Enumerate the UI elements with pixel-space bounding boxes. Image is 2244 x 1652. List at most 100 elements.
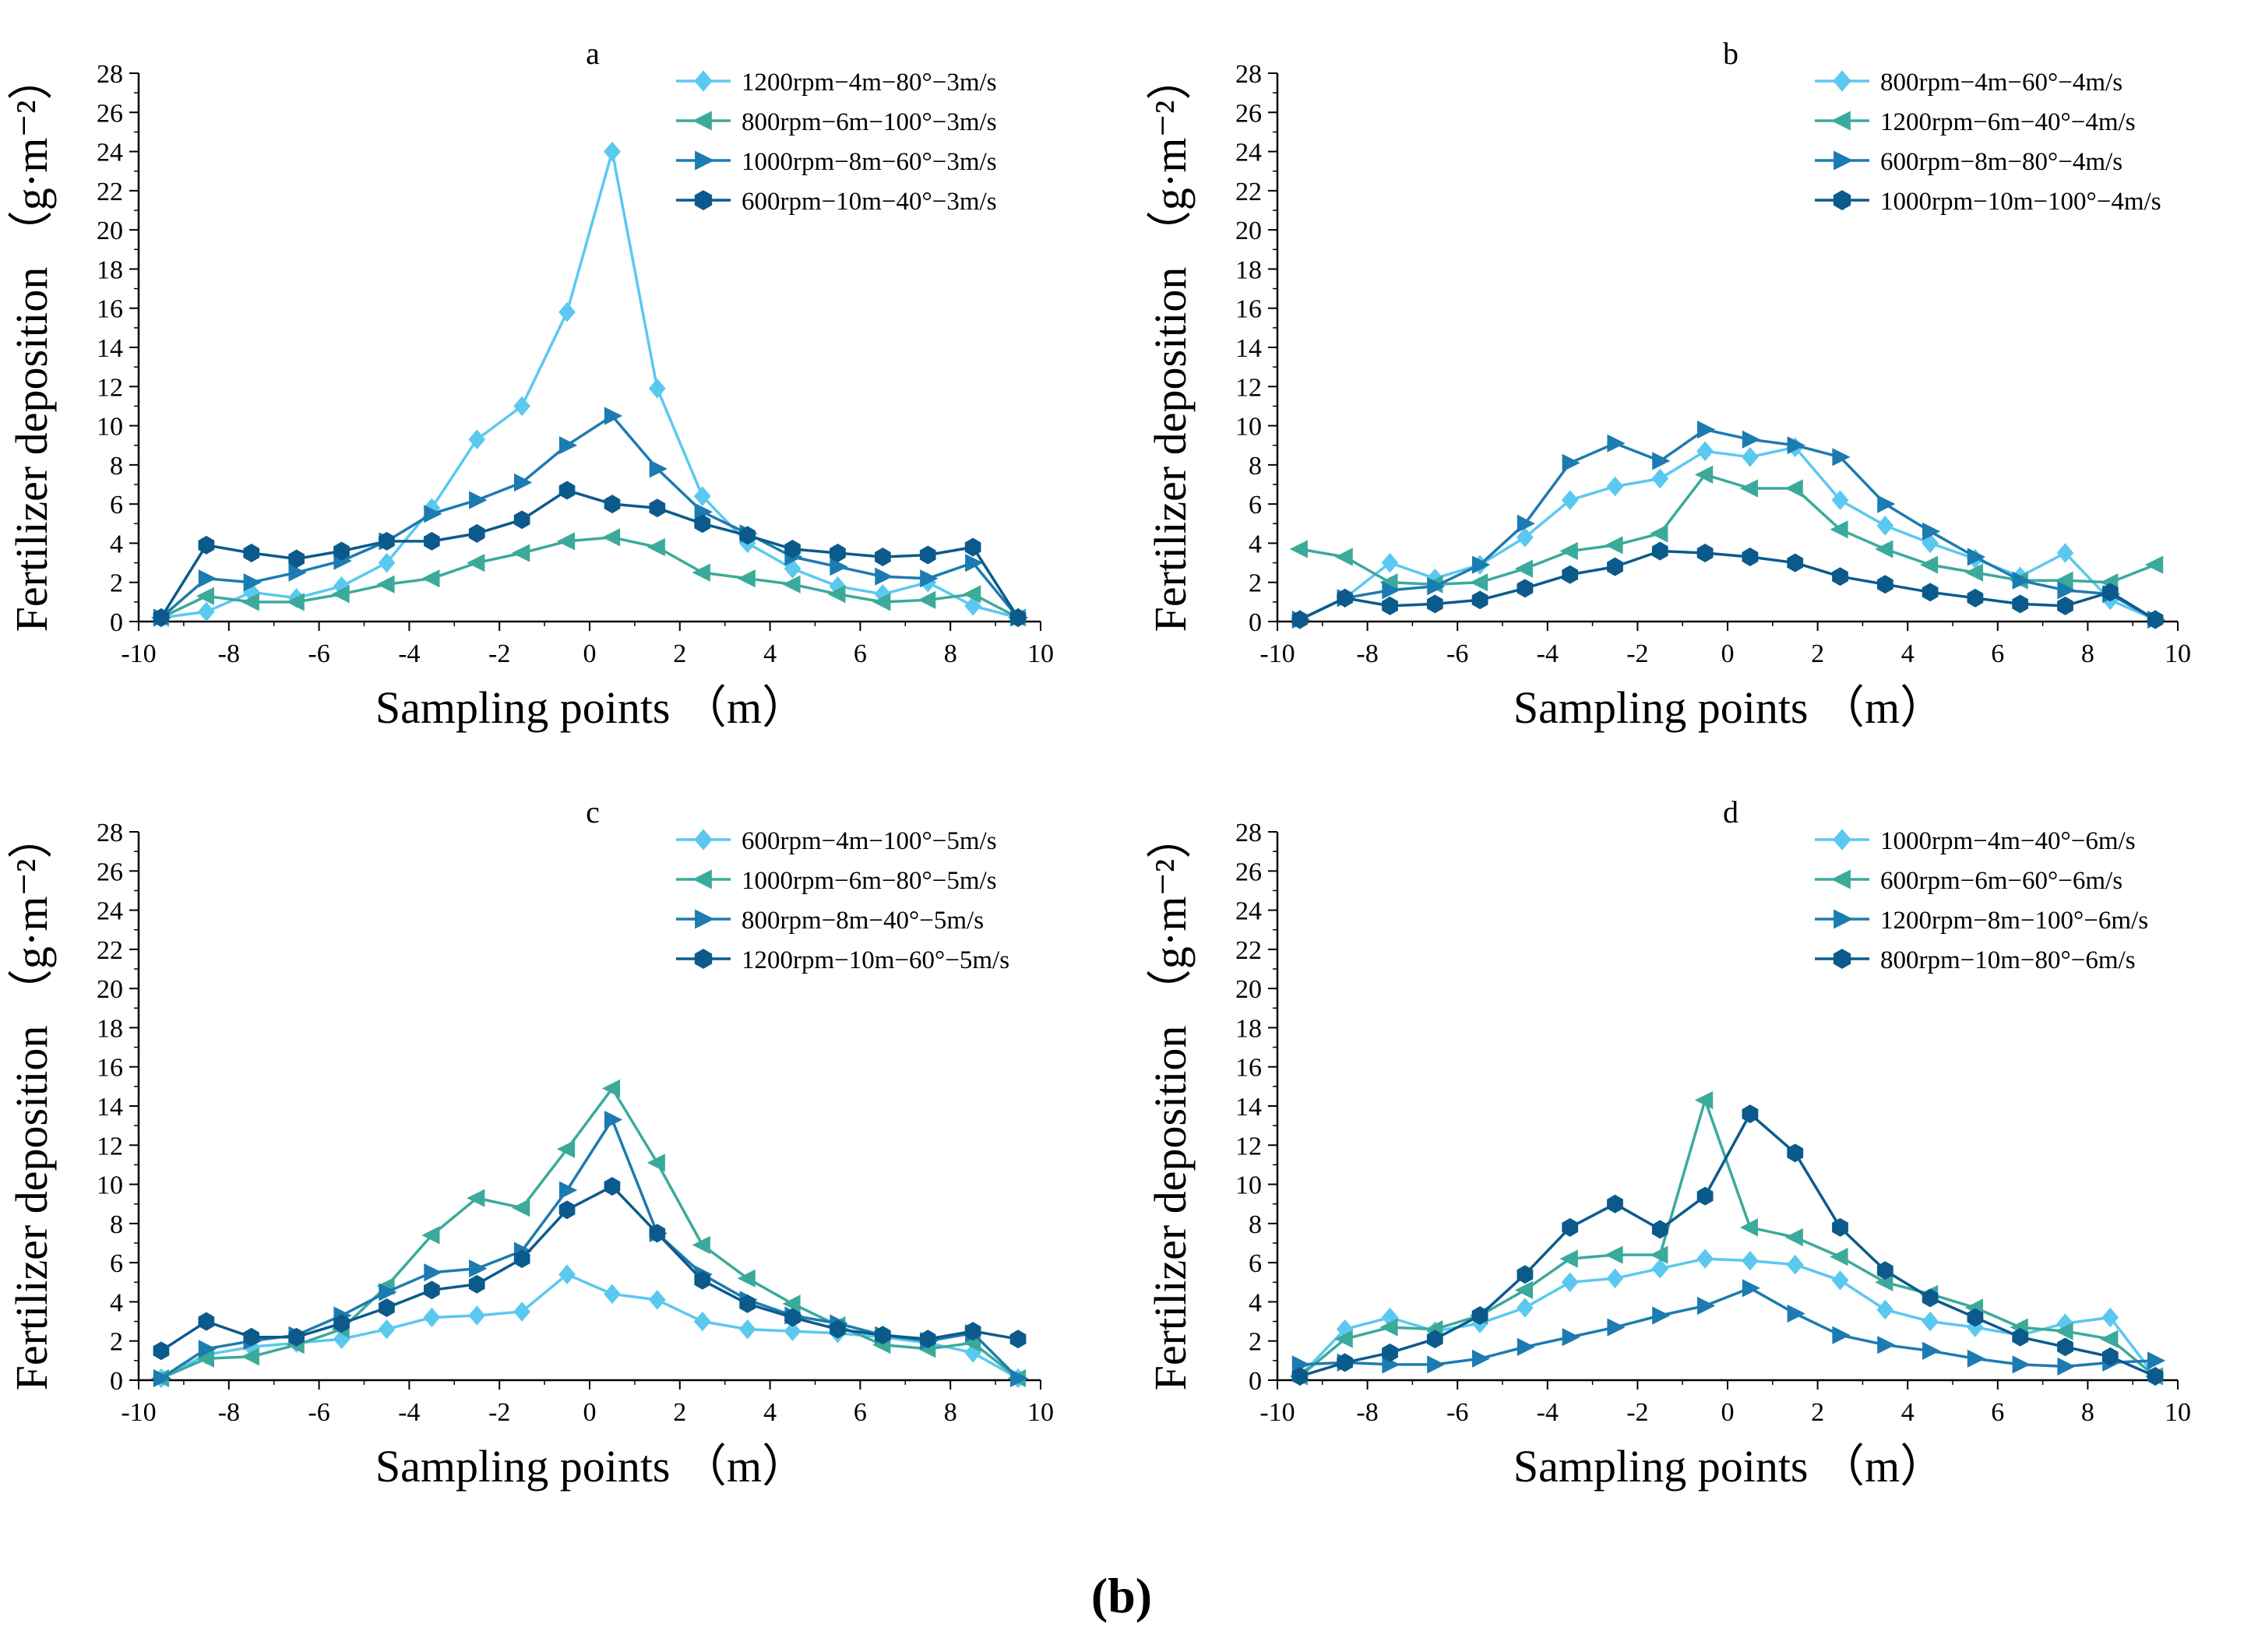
- data-point: [1382, 596, 1398, 615]
- y-tick-label: 2: [1249, 569, 1262, 598]
- legend-item: 1000rpm−8m−60°−3m/s: [676, 148, 997, 176]
- y-tick-label: 8: [110, 1210, 123, 1239]
- data-point: [1876, 516, 1894, 536]
- x-tick-label: -10: [121, 639, 156, 668]
- y-tick-label: 28: [97, 819, 123, 847]
- data-point: [1832, 1217, 1848, 1237]
- data-point: [1832, 448, 1851, 467]
- data-point: [2101, 583, 2119, 602]
- data-point: [964, 537, 981, 557]
- figure-label-close: ): [1136, 1568, 1152, 1623]
- data-point: [1742, 548, 1759, 566]
- x-tick-label: 10: [2165, 1398, 2191, 1427]
- y-tick-label: 22: [97, 936, 123, 965]
- data-point: [827, 585, 846, 604]
- data-point: [1607, 557, 1623, 576]
- data-point: [1514, 1280, 1533, 1299]
- y-tick-label: 8: [1249, 1210, 1262, 1239]
- x-tick-label: 0: [1721, 1398, 1735, 1427]
- data-point: [1650, 1245, 1668, 1264]
- data-point: [556, 532, 576, 551]
- data-point: [558, 301, 576, 322]
- data-point: [1876, 575, 1893, 594]
- data-point: [1382, 581, 1400, 600]
- data-point: [784, 540, 801, 558]
- y-tick-label: 22: [1235, 936, 1262, 965]
- data-point: [468, 429, 486, 449]
- data-point: [1784, 479, 1803, 498]
- data-point: [1696, 1249, 1714, 1269]
- data-point: [511, 1199, 530, 1217]
- y-tick-label: 22: [1235, 178, 1262, 206]
- data-point: [379, 1298, 395, 1317]
- legend-label: 800rpm−8m−40°−5m/s: [742, 907, 984, 935]
- data-point: [421, 569, 440, 588]
- data-point: [830, 1319, 846, 1339]
- legend-swatch-marker: [692, 111, 712, 131]
- legend-label: 600rpm−10m−40°−3m/s: [742, 188, 997, 216]
- data-point: [1964, 563, 1983, 582]
- data-point: [243, 544, 260, 562]
- x-tick-label: 6: [1991, 639, 2004, 668]
- data-point: [288, 563, 307, 582]
- data-point: [2012, 1355, 2031, 1374]
- series-2: [150, 528, 1027, 627]
- y-tick-label: 24: [97, 139, 123, 167]
- x-tick-label: -10: [121, 1398, 156, 1427]
- data-point: [604, 141, 621, 162]
- data-point: [919, 1330, 936, 1349]
- data-point: [648, 1290, 666, 1310]
- data-point: [198, 535, 215, 555]
- data-point: [1832, 567, 1848, 586]
- data-point: [1786, 1254, 1804, 1275]
- legend-label: 800rpm−6m−100°−3m/s: [742, 108, 997, 136]
- x-tick-label: -8: [1356, 1398, 1378, 1427]
- data-point: [2147, 610, 2164, 629]
- y-tick-label: 18: [97, 1014, 123, 1043]
- data-point: [2012, 1327, 2029, 1347]
- legend-item: 800rpm−4m−60°−4m/s: [1815, 69, 2122, 97]
- data-point: [1875, 540, 1893, 558]
- y-tick-label: 26: [1235, 99, 1262, 128]
- x-tick-label: 4: [1901, 639, 1915, 668]
- legend-swatch-marker: [695, 909, 715, 929]
- y-tick-label: 6: [110, 1249, 123, 1278]
- data-point: [692, 1235, 710, 1255]
- data-point: [1967, 1308, 1984, 1327]
- data-point: [737, 1269, 756, 1287]
- data-point: [1784, 1228, 1803, 1247]
- data-point: [2057, 1357, 2076, 1376]
- data-point: [1337, 588, 1354, 608]
- data-point: [1514, 559, 1533, 578]
- data-point: [514, 473, 533, 492]
- data-point: [1562, 1328, 1580, 1347]
- x-tick-label: 2: [1811, 1398, 1824, 1427]
- legend-swatch-marker: [1833, 190, 1851, 210]
- y-tick-label: 6: [1249, 1249, 1262, 1278]
- data-point: [1561, 1272, 1579, 1293]
- y-axis-label: Fertilizer deposition （g·m⁻²）: [6, 55, 57, 632]
- data-point: [1922, 1311, 1939, 1332]
- data-point: [1605, 1245, 1623, 1264]
- data-point: [1472, 555, 1491, 574]
- data-point: [1694, 1090, 1714, 1110]
- data-point: [1606, 476, 1624, 497]
- legend-swatch-marker: [1834, 150, 1854, 171]
- data-point: [875, 567, 893, 586]
- y-tick-label: 20: [97, 975, 123, 1004]
- data-point: [1919, 555, 1939, 574]
- figure-label-letter: b: [1108, 1568, 1136, 1623]
- data-point: [1650, 524, 1668, 543]
- data-point: [1739, 1218, 1758, 1237]
- legend-label: 1000rpm−4m−40°−6m/s: [1880, 827, 2136, 855]
- data-point: [379, 1283, 397, 1302]
- data-point: [784, 1308, 801, 1327]
- y-tick-label: 0: [1249, 608, 1262, 637]
- data-point: [782, 1294, 801, 1313]
- data-point: [1651, 1220, 1668, 1239]
- data-point: [1877, 495, 1896, 513]
- legend-label: 800rpm−4m−60°−4m/s: [1880, 69, 2122, 97]
- data-point: [378, 552, 396, 573]
